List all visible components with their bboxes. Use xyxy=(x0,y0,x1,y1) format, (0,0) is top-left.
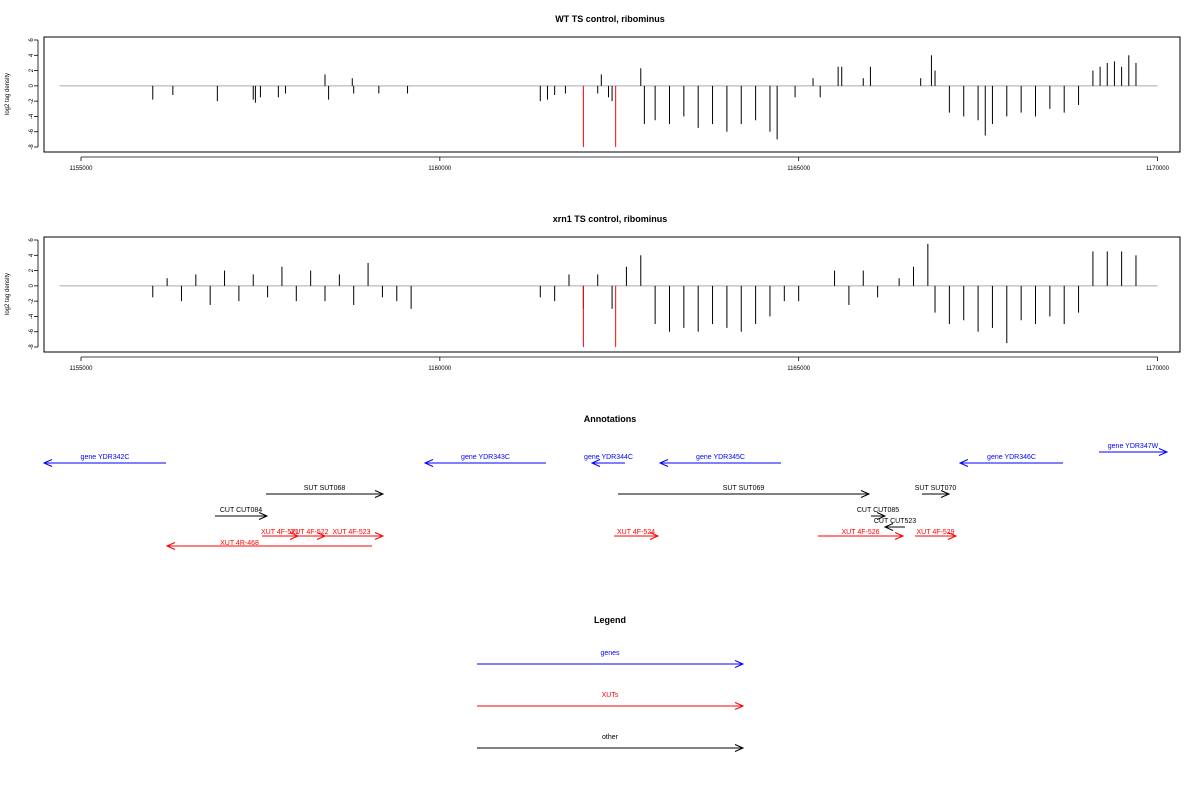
annotation-gene-arrow xyxy=(658,459,781,467)
y-tick-label: -4 xyxy=(29,313,35,319)
y-axis: 6 4 2 0 -2 -4 -6 -8 xyxy=(29,238,39,350)
annotation-xut-arrow xyxy=(165,542,372,550)
annotation-label: XUT 4F-526 xyxy=(842,529,880,536)
annotation-label: XUT 4F-529 xyxy=(917,529,955,536)
annotation-xut-arrow xyxy=(915,532,958,540)
x-tick-label: 1160000 xyxy=(428,366,452,372)
y-tick-label: -2 xyxy=(29,98,35,104)
annotation-other-arrow xyxy=(618,490,871,498)
legend-label: genes xyxy=(600,650,620,657)
y-tick-label: 6 xyxy=(29,238,35,242)
annotation-gene-arrow xyxy=(1099,448,1169,456)
y-axis: 6 4 2 0 -2 -4 -6 -8 xyxy=(29,38,39,150)
y-tick-label: 0 xyxy=(29,284,35,288)
x-tick-label: 1155000 xyxy=(70,166,94,172)
y-axis-label: log2 tag density xyxy=(5,273,11,315)
legend-entries: genes XUTs other xyxy=(477,650,745,752)
annotation-label: CUT CUT523 xyxy=(874,518,916,525)
data-bars xyxy=(152,243,1137,344)
y-axis-label: log2 tag density xyxy=(5,73,11,115)
x-axis: 1155000 1160000 1165000 1170000 xyxy=(70,356,1170,372)
annotation-label: XUT 4F-524 xyxy=(617,529,655,536)
annotations-title: Annotations xyxy=(584,414,637,424)
annotation-gene-arrow xyxy=(423,459,546,467)
x-tick-label: 1160000 xyxy=(428,166,452,172)
x-tick-label: 1165000 xyxy=(787,366,811,372)
annotation-label: gene YDR346C xyxy=(987,454,1036,461)
legend-xut-arrow xyxy=(477,702,745,710)
y-tick-label: 6 xyxy=(29,38,35,42)
y-tick-label: 2 xyxy=(29,68,35,72)
annotation-label: XUT 4R-468 xyxy=(220,540,259,547)
annotation-label: XUT 4F-523 xyxy=(333,529,371,536)
annotation-other-arrow xyxy=(883,523,905,531)
panel-title: WT TS control, ribominus xyxy=(555,14,665,24)
annotation-xut-arrow xyxy=(320,532,385,540)
plot-frame xyxy=(43,36,1181,153)
y-tick-label: -6 xyxy=(29,128,35,134)
annotation-gene-arrow xyxy=(42,459,166,467)
y-tick-label: -8 xyxy=(29,144,35,150)
y-tick-label: -4 xyxy=(29,113,35,119)
annotation-other-arrow xyxy=(215,512,269,520)
highlight-lines xyxy=(582,85,617,147)
annotation-label: SUT SUT068 xyxy=(304,485,346,492)
annotation-label: gene YDR342C xyxy=(81,454,130,461)
annotation-label: SUT SUT070 xyxy=(915,485,957,492)
legend-other-arrow xyxy=(477,744,745,752)
annotation-other-arrow xyxy=(266,490,385,498)
legend-label: other xyxy=(602,734,619,741)
annotation-label: XUT 4F-521 xyxy=(261,529,299,536)
annotation-features: gene YDR342C gene YDR343C gene YDR344C gene… xyxy=(42,443,1169,550)
annotation-other-arrow xyxy=(871,512,887,520)
annotation-label: SUT SUT069 xyxy=(723,485,765,492)
panel-xrn1-ts-control: xrn1 TS control, ribominus log2 tag dens… xyxy=(5,214,1181,372)
annotation-gene-arrow xyxy=(590,459,625,467)
y-tick-label: -2 xyxy=(29,298,35,304)
x-tick-label: 1170000 xyxy=(1146,366,1170,372)
annotation-label: CUT CUT085 xyxy=(857,507,899,514)
plot-frame xyxy=(43,236,1181,353)
y-tick-label: 4 xyxy=(29,53,35,57)
data-bars xyxy=(152,55,1137,140)
x-axis: 1155000 1160000 1165000 1170000 xyxy=(70,156,1170,172)
annotation-label: XUT 4F-522 xyxy=(291,529,329,536)
highlight-lines xyxy=(582,285,617,347)
legend-panel: Legend genes XUTs other xyxy=(477,615,745,752)
annotation-label: gene YDR344C xyxy=(584,454,633,461)
panel-wt-ts-control: WT TS control, ribominus log2 tag densit… xyxy=(5,14,1181,172)
annotation-gene-arrow xyxy=(958,459,1063,467)
y-tick-label: 0 xyxy=(29,84,35,88)
legend-label: XUTs xyxy=(602,692,619,699)
x-tick-label: 1155000 xyxy=(70,366,94,372)
annotation-xut-arrow xyxy=(818,532,905,540)
annotation-xut-arrow xyxy=(614,532,660,540)
y-tick-label: 4 xyxy=(29,253,35,257)
annotation-label: CUT CUT084 xyxy=(220,507,262,514)
legend-gene-arrow xyxy=(477,660,745,668)
y-tick-label: 2 xyxy=(29,268,35,272)
x-tick-label: 1170000 xyxy=(1146,166,1170,172)
annotation-other-arrow xyxy=(922,490,951,498)
annotation-label: gene YDR345C xyxy=(696,454,745,461)
y-tick-label: -8 xyxy=(29,344,35,350)
panel-title: xrn1 TS control, ribominus xyxy=(553,214,668,224)
annotation-label: gene YDR347W xyxy=(1108,443,1159,450)
y-tick-label: -6 xyxy=(29,328,35,334)
legend-title: Legend xyxy=(594,615,626,625)
x-tick-label: 1165000 xyxy=(787,166,811,172)
annotations-panel: Annotations gene YDR342C gene YDR343C gene… xyxy=(42,414,1169,550)
annotation-label: gene YDR343C xyxy=(461,454,510,461)
